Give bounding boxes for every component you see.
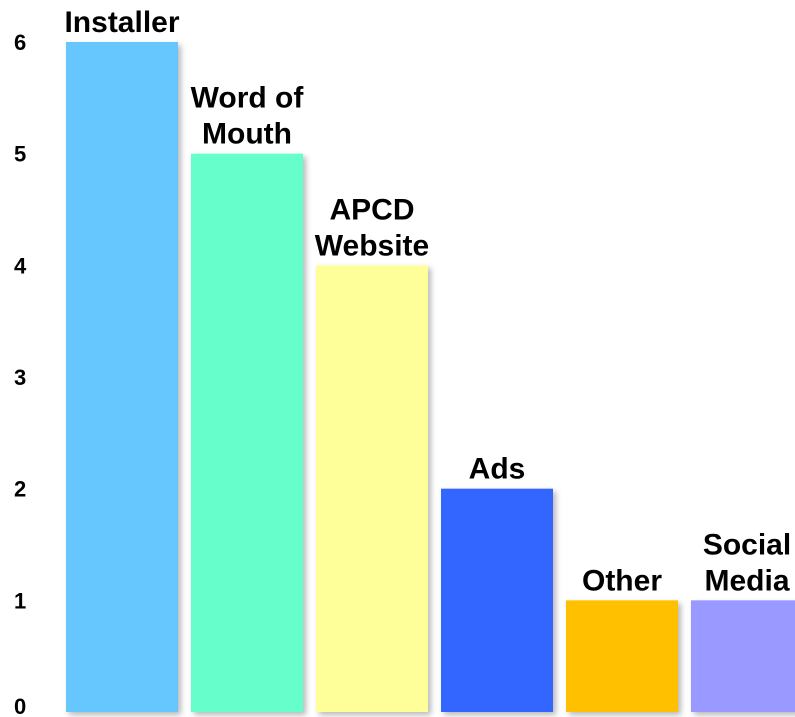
category-label: Social: [703, 528, 791, 561]
y-tick-label: 2: [14, 477, 26, 502]
y-tick-label: 5: [14, 142, 26, 167]
category-label: Media: [704, 564, 789, 597]
category-label: APCD: [329, 193, 414, 226]
category-label: Website: [315, 229, 429, 262]
y-tick-label: 1: [14, 588, 26, 613]
bar: [66, 42, 178, 712]
bar: [316, 265, 428, 712]
category-label: Word of: [191, 82, 305, 115]
bar: [691, 600, 795, 712]
bar: [566, 600, 678, 712]
y-tick-label: 6: [14, 30, 26, 55]
category-label: Mouth: [202, 118, 292, 151]
bars: [66, 42, 795, 712]
bar: [441, 488, 553, 712]
category-label: Ads: [469, 453, 526, 486]
bar: [191, 153, 303, 712]
y-tick-label: 3: [14, 365, 26, 390]
category-label: Installer: [64, 6, 179, 39]
y-tick-label: 0: [14, 694, 26, 717]
y-tick-label: 4: [14, 253, 27, 278]
y-axis: 0 1 2 3 4 5 6: [14, 30, 27, 717]
category-label: Other: [582, 564, 662, 597]
